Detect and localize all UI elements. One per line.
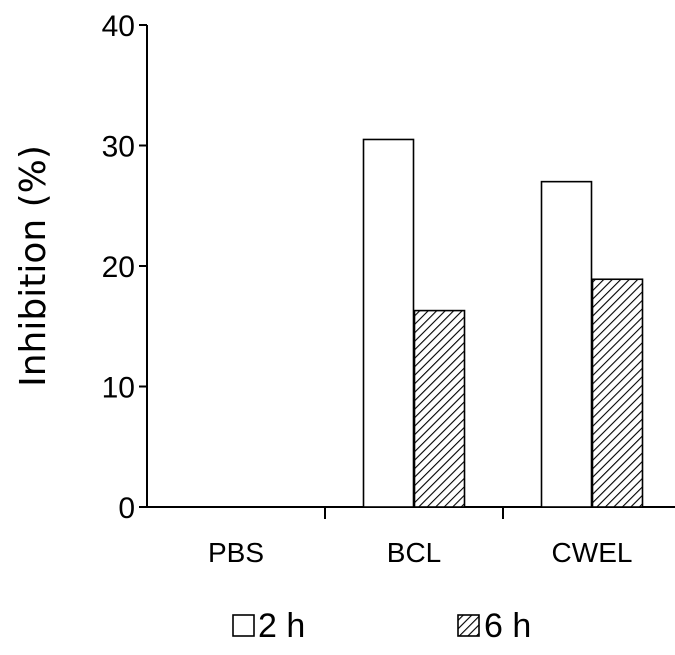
y-tick-label: 40 [102,10,135,43]
bar-6h-cwel [591,278,644,508]
legend-label: 6 h [484,607,531,645]
bar-2h-cwel [540,180,593,508]
legend-swatch [457,614,480,637]
x-category-label: CWEL [552,537,633,568]
y-tick-label: 0 [118,492,135,525]
y-tick-label: 20 [102,251,135,284]
bar-2h-bcl [362,138,415,508]
legend-label: 2 h [258,607,305,645]
x-category-label: PBS [208,537,264,568]
legend-swatch [232,614,255,637]
x-category-label: BCL [387,537,441,568]
y-tick-label: 10 [102,372,135,405]
y-tick-label: 30 [102,131,135,164]
y-axis-title: Inhibition (%) [13,145,54,387]
bar-6h-bcl [413,309,466,508]
